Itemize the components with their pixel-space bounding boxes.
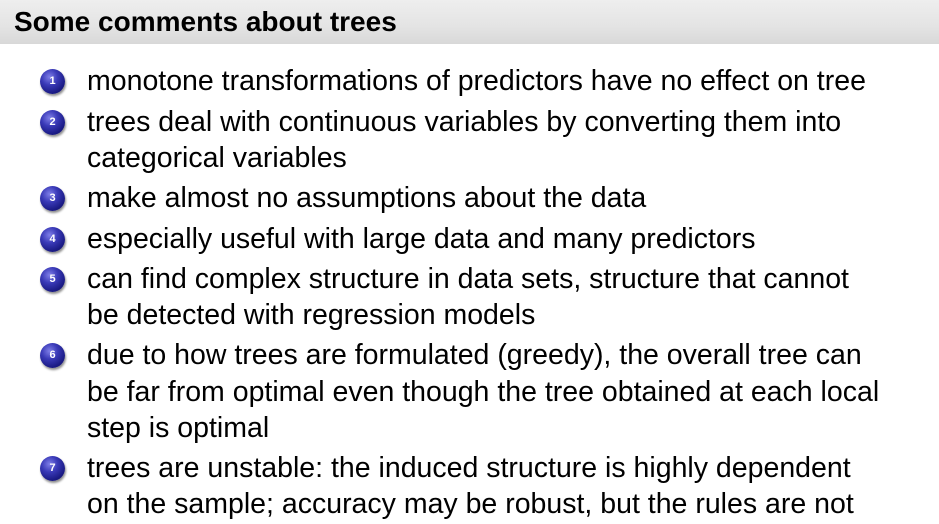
list-item-text: on the sample; accuracy may be robust, b… — [87, 488, 854, 520]
title-bar: Some comments about trees — [0, 0, 939, 44]
slide-title: Some comments about trees — [14, 6, 397, 37]
list-item-text: trees are unstable: the induced structur… — [87, 452, 851, 484]
list-item-text: be detected with regression models — [87, 299, 536, 331]
list-item-text: can find complex structure in data sets,… — [87, 263, 849, 295]
numbered-bullet-icon: 7 — [40, 456, 65, 481]
numbered-bullet-icon: 6 — [40, 343, 65, 368]
list-item-text: trees deal with continuous variables by … — [87, 106, 842, 138]
list-item-text: step is optimal — [87, 412, 270, 444]
list-item-text: make almost no assumptions about the dat… — [87, 182, 647, 214]
list-item-text: monotone transformations of predictors h… — [87, 65, 866, 97]
numbered-bullet-icon: 3 — [40, 186, 65, 211]
numbered-bullet-icon: 1 — [40, 69, 65, 94]
list-item-text: categorical variables — [87, 142, 347, 174]
numbered-bullet-icon: 2 — [40, 110, 65, 135]
list-item-text: due to how trees are formulated (greedy)… — [87, 339, 862, 371]
list-item-text: especially useful with large data and ma… — [87, 223, 756, 255]
list-item-text: be far from optimal even though the tree… — [87, 376, 880, 408]
numbered-bullet-icon: 4 — [40, 227, 65, 252]
numbered-bullet-icon: 5 — [40, 267, 65, 292]
